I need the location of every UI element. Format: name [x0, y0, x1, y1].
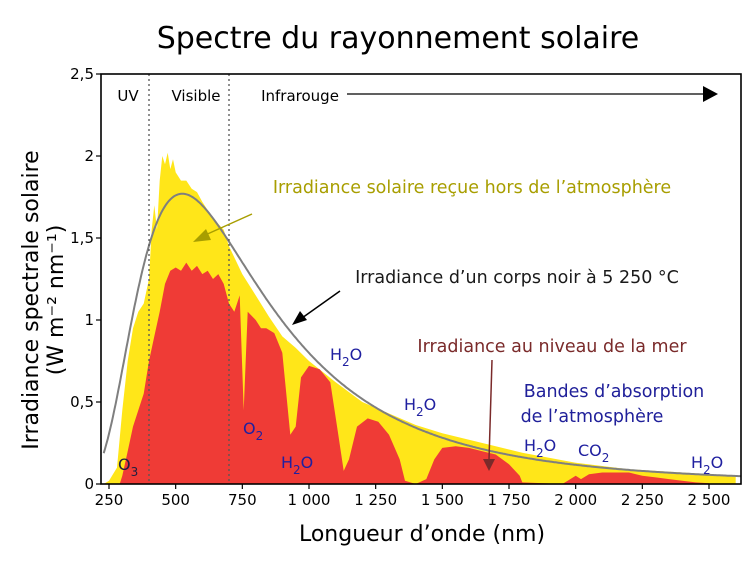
series-sea-level-area: [119, 262, 709, 484]
y-tick-label: 0: [84, 475, 94, 493]
x-tick-label: 2 000: [554, 491, 597, 509]
arrow-extraterrestrial-line: [202, 213, 253, 237]
molecule-label: H2O: [330, 345, 362, 369]
molecule-labels: O3 O2 H2O H2O H2O H2O CO2 H2O: [118, 345, 723, 479]
y-tick-label: 1,5: [70, 229, 94, 247]
y-tick-label: 2,5: [70, 65, 94, 83]
annotation-absorption-line1: Bandes d’absorption: [524, 382, 705, 402]
x-tick-label: 1 500: [421, 491, 464, 509]
annotation-absorption-line2: de l’atmosphère: [521, 407, 664, 427]
arrow-extraterrestrial-head: [193, 229, 211, 242]
molecule-label: H2O: [524, 436, 556, 460]
plot-frame: [100, 73, 742, 485]
molecule-label: O2: [243, 419, 263, 443]
y-tick-label: 2: [84, 147, 94, 165]
x-axis-label: Longueur d’onde (nm): [299, 522, 545, 547]
molecule-label: CO2: [578, 441, 609, 465]
annotation-blackbody: Irradiance d’un corps noir à 5 250 °C: [355, 268, 679, 288]
arrow-blackbody-line: [301, 290, 341, 319]
molecule-label: H2O: [281, 453, 313, 477]
y-tick-label: 1: [84, 311, 94, 329]
arrow-sea-level-line: [488, 359, 493, 461]
x-tick-label: 500: [161, 491, 190, 509]
arrow-blackbody-head: [292, 311, 307, 325]
x-tick-label: 2 500: [688, 491, 731, 509]
arrow-sea-level-head: [483, 459, 495, 471]
molecule-label: H2O: [691, 453, 723, 477]
series-blackbody-line: [102, 192, 741, 478]
x-tick-label: 250: [95, 491, 124, 509]
x-tick-label: 2 250: [621, 491, 664, 509]
y-axis-label-line2: (W m⁻² nm⁻¹): [44, 225, 69, 376]
region-label-uv: UV: [117, 87, 139, 105]
y-axis-label-line1: Irradiance spectrale solaire: [19, 150, 44, 449]
region-label-visible: Visible: [172, 87, 221, 105]
region-label-infrared: Infrarouge: [261, 87, 339, 105]
molecule-label: O3: [118, 455, 138, 479]
x-tick-label: 1 000: [288, 491, 331, 509]
x-tick-label: 1 750: [488, 491, 531, 509]
y-tick-label: 0,5: [70, 393, 94, 411]
chart-title: Spectre du rayonnement solaire: [157, 21, 640, 56]
infrared-arrow-head: [703, 86, 718, 102]
molecule-label: H2O: [404, 395, 436, 419]
x-tick-label: 750: [228, 491, 257, 509]
x-tick-label: 1 250: [354, 491, 397, 509]
annotation-extraterrestrial: Irradiance solaire reçue hors de l’atmos…: [273, 178, 671, 198]
plot-area: [102, 74, 741, 484]
annotation-sea-level: Irradiance au niveau de la mer: [417, 337, 687, 357]
